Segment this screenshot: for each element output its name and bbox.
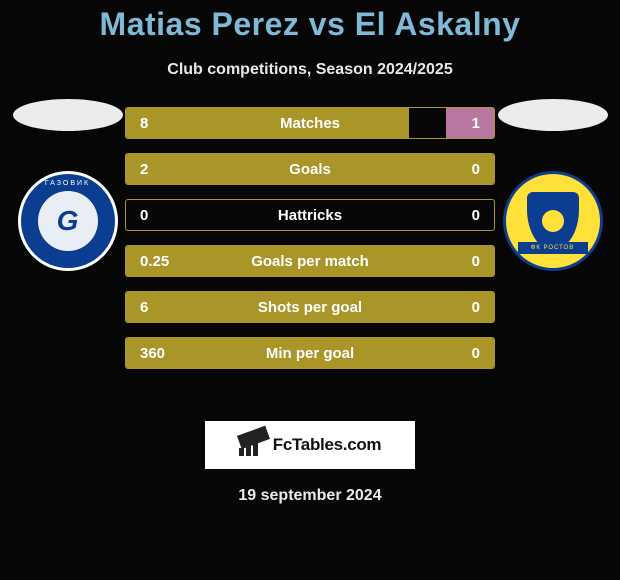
stat-label: Goals per match	[180, 253, 440, 270]
badge-left-letter: G	[38, 191, 98, 251]
stat-value-left: 8	[140, 115, 180, 132]
date-text: 19 september 2024	[0, 487, 620, 505]
subtitle: Club competitions, Season 2024/2025	[0, 61, 620, 79]
stat-bar-row: 0Hattricks0	[125, 199, 495, 231]
fctables-logo-text: FcTables.com	[273, 435, 382, 455]
badge-left-ring-text: ГАЗОВИК	[45, 180, 90, 187]
stat-bar-row: 6Shots per goal0	[125, 291, 495, 323]
stat-label: Matches	[180, 115, 440, 132]
stat-bars: 8Matches12Goals00Hattricks00.25Goals per…	[125, 107, 495, 369]
stat-bar-row: 2Goals0	[125, 153, 495, 185]
stat-value-right: 0	[440, 207, 480, 224]
stat-label: Min per goal	[180, 345, 440, 362]
player-right-column: ФК РОСТОВ	[485, 107, 620, 271]
stat-bar-row: 0.25Goals per match0	[125, 245, 495, 277]
stat-value-left: 2	[140, 161, 180, 178]
stat-value-right: 0	[440, 345, 480, 362]
stat-value-left: 360	[140, 345, 180, 362]
stat-bar-row: 8Matches1	[125, 107, 495, 139]
stat-value-right: 0	[440, 161, 480, 178]
stat-label: Shots per goal	[180, 299, 440, 316]
page-title: Matias Perez vs El Askalny	[0, 0, 620, 43]
player-right-avatar	[498, 99, 608, 131]
badge-right-ball	[542, 210, 564, 232]
fctables-logo-icon	[239, 434, 267, 456]
stat-value-right: 0	[440, 299, 480, 316]
stat-label: Goals	[180, 161, 440, 178]
stat-value-right: 1	[440, 115, 480, 132]
stat-value-left: 0	[140, 207, 180, 224]
stat-bar-row: 360Min per goal0	[125, 337, 495, 369]
player-left-column: ГАЗОВИК G	[0, 107, 135, 271]
fctables-logo: FcTables.com	[205, 421, 415, 469]
comparison-area: ГАЗОВИК G ФК РОСТОВ 8Matches12Goals00Hat…	[0, 107, 620, 397]
stat-value-right: 0	[440, 253, 480, 270]
player-left-avatar	[13, 99, 123, 131]
stat-label: Hattricks	[180, 207, 440, 224]
badge-right-banner: ФК РОСТОВ	[518, 242, 588, 254]
club-badge-left: ГАЗОВИК G	[18, 171, 118, 271]
stat-value-left: 6	[140, 299, 180, 316]
stat-value-left: 0.25	[140, 253, 180, 270]
club-badge-right: ФК РОСТОВ	[503, 171, 603, 271]
